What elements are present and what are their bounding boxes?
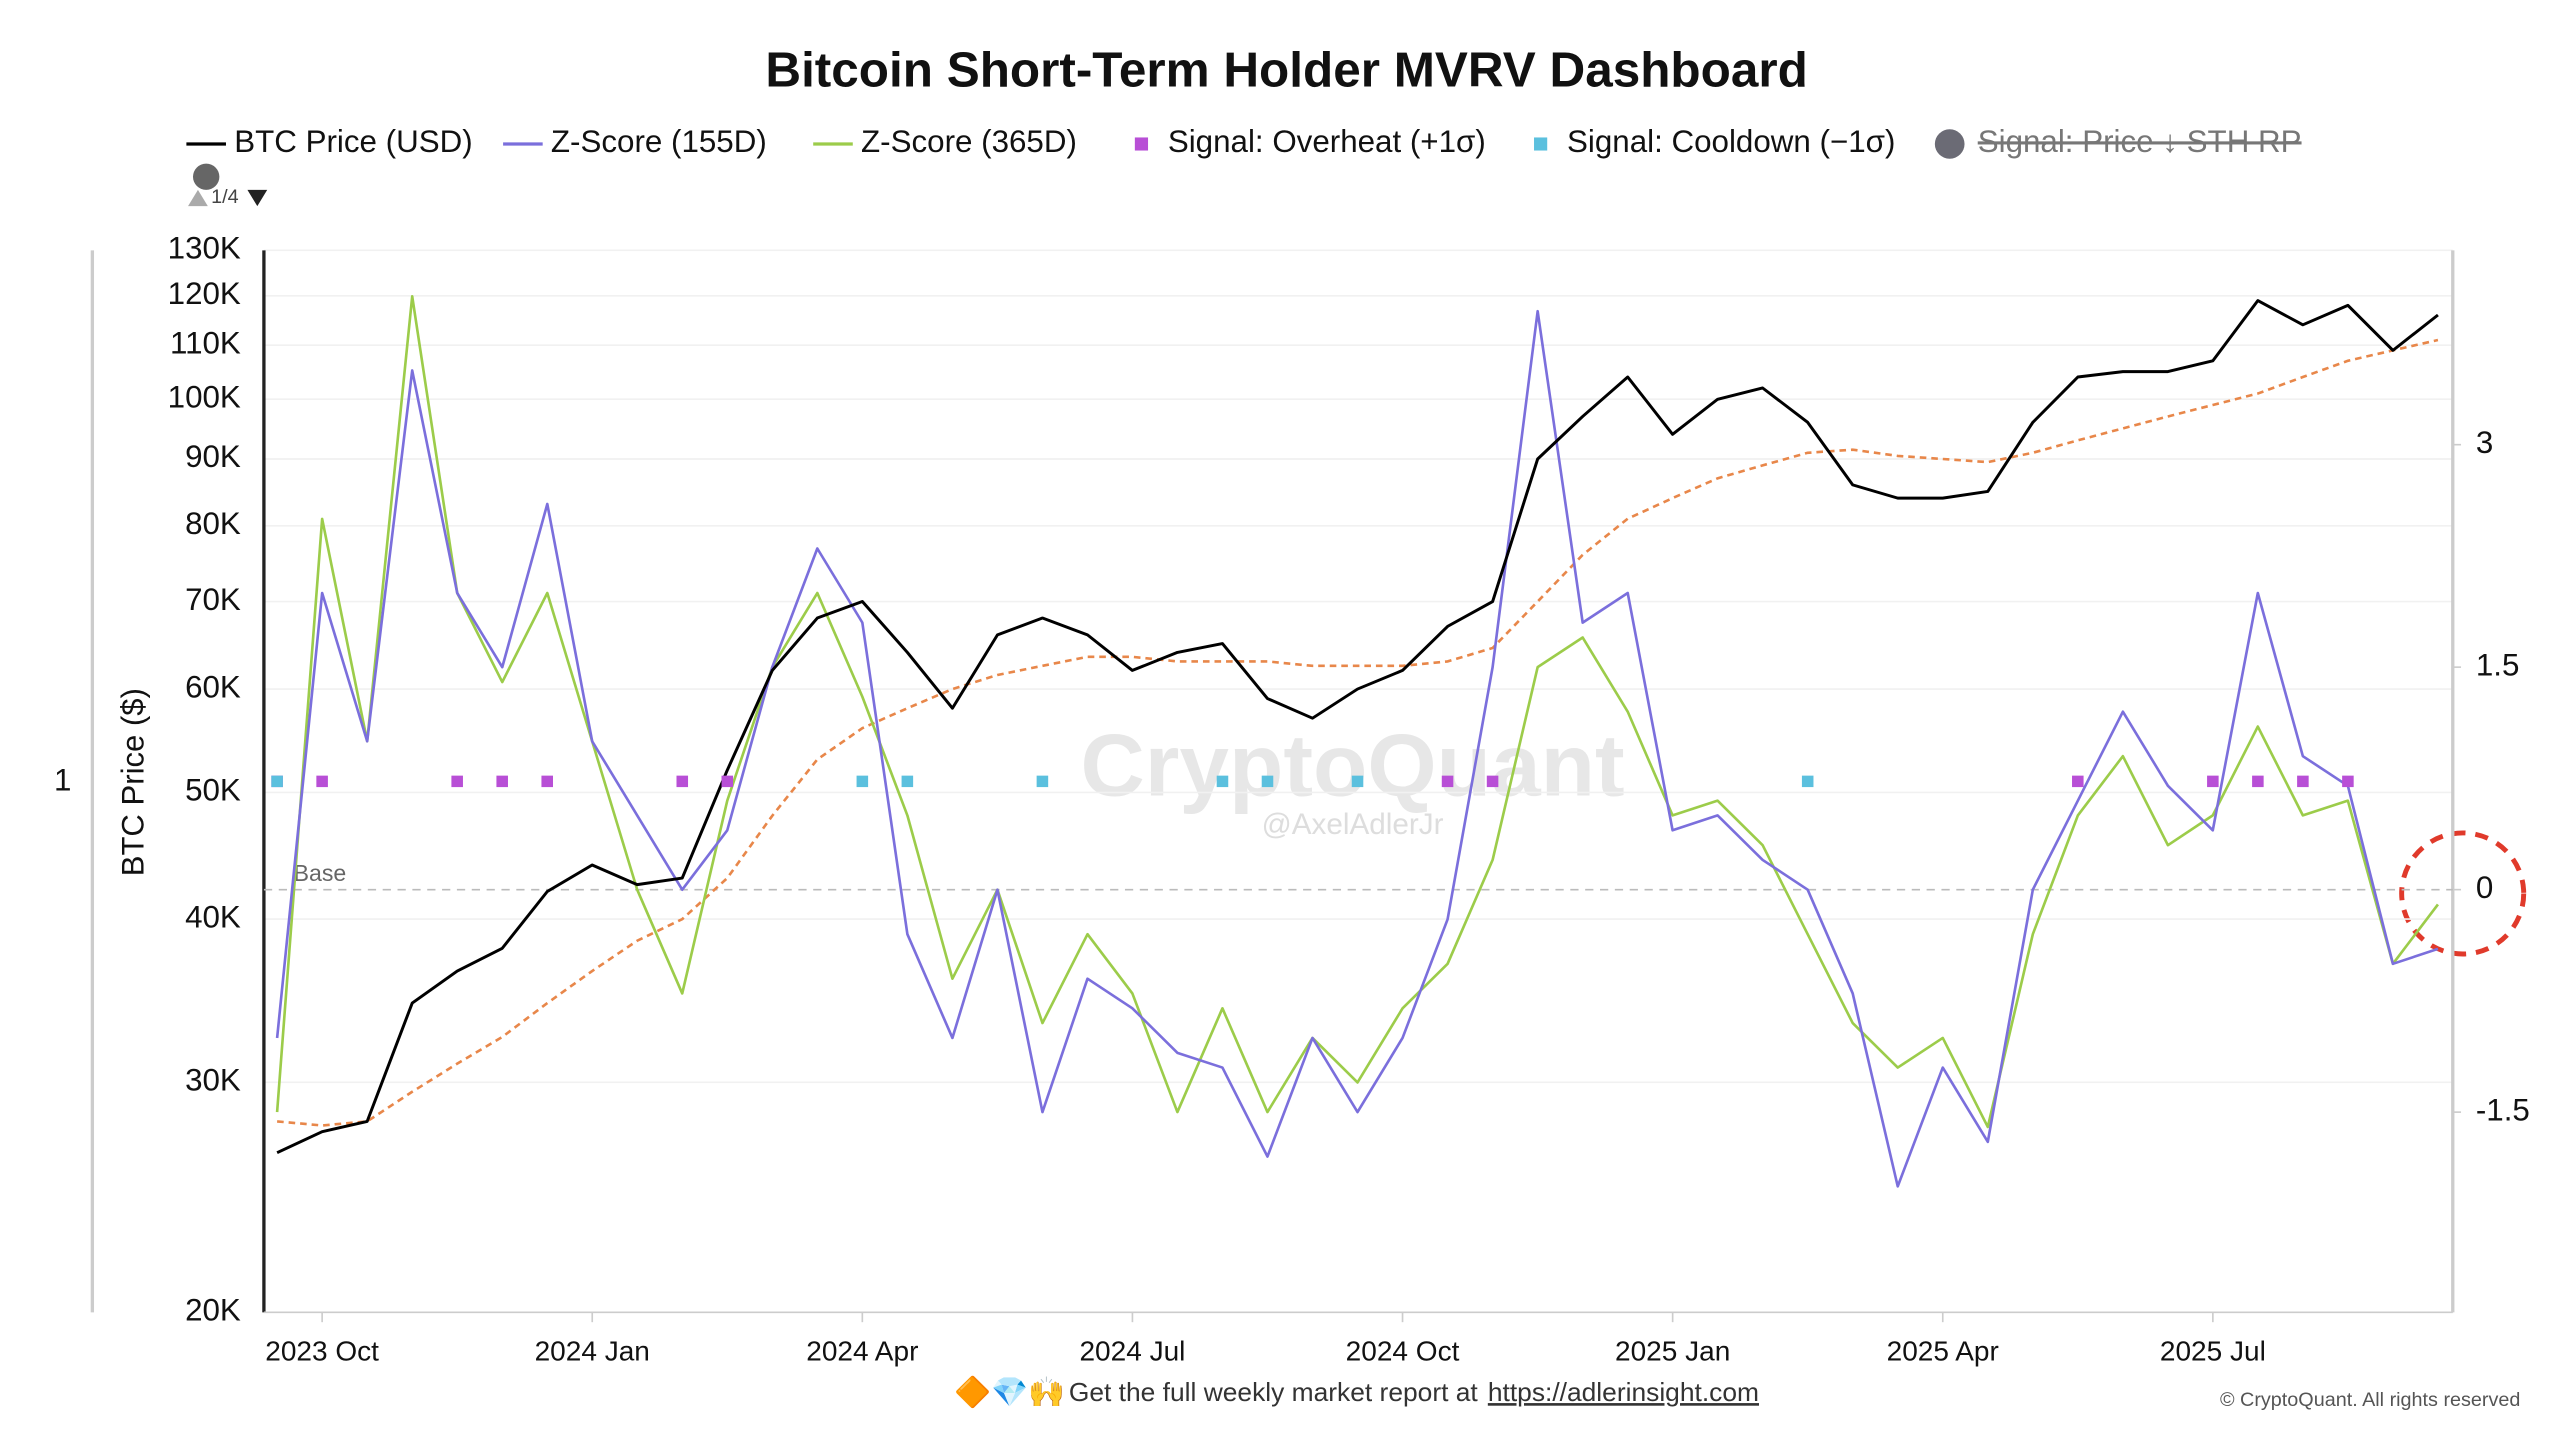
signal-marker: [2342, 775, 2354, 788]
y2-tick-label: 1.5: [2476, 647, 2520, 682]
series-line: [275, 295, 2439, 1129]
y-tick-label: 30K: [185, 1063, 241, 1098]
legend-label: Z-Score (155D): [551, 124, 767, 159]
base-label: Base: [294, 860, 347, 886]
signal-marker: [496, 775, 508, 788]
series-line: [275, 309, 2439, 1188]
y-tick-label: 100K: [168, 380, 241, 415]
y-tick-label: 110K: [170, 325, 241, 360]
page-prev[interactable]: [188, 189, 208, 207]
legend-label: BTC Price (USD): [234, 124, 472, 159]
signal-marker: [271, 775, 283, 788]
signal-marker: [316, 775, 328, 788]
signal-marker: [721, 775, 734, 788]
x-tick-label: 2025 Jan: [1615, 1336, 1730, 1367]
signal-marker: [901, 775, 914, 788]
x-tick-label: 2025 Apr: [1887, 1336, 1999, 1367]
sth-rp-line: [276, 338, 2439, 1127]
signal-marker: [2297, 775, 2309, 788]
signal-marker: [856, 775, 869, 788]
y2-tick-label: 3: [2476, 425, 2493, 460]
signal-marker: [1036, 775, 1049, 788]
left-label: 1: [54, 763, 71, 798]
watermark-handle: @AxelAdlerJr: [1262, 808, 1444, 841]
legend-swatch: [1934, 129, 1965, 159]
x-tick-label: 2024 Apr: [806, 1336, 918, 1367]
y2-tick-label: -1.5: [2476, 1092, 2530, 1127]
y-tick-label: 130K: [168, 231, 241, 266]
watermark: CryptoQuant: [1080, 716, 1624, 815]
legend-label: Signal: Overheat (+1σ): [1168, 124, 1486, 159]
page-dot: [192, 163, 220, 190]
legend-label: Signal: Cooldown (−1σ): [1567, 124, 1895, 159]
y-tick-label: 40K: [185, 899, 241, 934]
signal-marker: [1216, 775, 1229, 788]
signal-marker: [2252, 775, 2264, 788]
copyright: © CryptoQuant. All rights reserved: [2220, 1389, 2520, 1411]
y-tick-label: 80K: [185, 506, 241, 541]
page-indicator: 1/4: [211, 186, 239, 208]
x-tick-label: 2024 Oct: [1346, 1336, 1460, 1367]
legend-swatch: [1134, 137, 1149, 151]
y-axis-label: BTC Price ($): [115, 688, 150, 876]
y-tick-label: 60K: [185, 669, 241, 704]
signal-marker: [1441, 775, 1454, 788]
y-tick-label: 120K: [168, 276, 241, 311]
signal-marker: [1486, 775, 1499, 788]
chart-title: Bitcoin Short-Term Holder MVRV Dashboard: [765, 43, 1807, 98]
signal-marker: [2207, 775, 2219, 788]
signal-marker: [1351, 775, 1364, 788]
legend-swatch: [1534, 137, 1548, 151]
footer-text: Get the full weekly market report at: [1069, 1377, 1479, 1407]
signal-marker: [676, 775, 689, 788]
footer-emoji: 🔶💎🙌: [954, 1375, 1065, 1409]
legend-label: Z-Score (365D): [861, 124, 1077, 159]
y-tick-label: 50K: [185, 773, 241, 808]
signal-marker: [1261, 775, 1274, 788]
x-tick-label: 2023 Oct: [265, 1336, 379, 1367]
legend-label-hidden[interactable]: Signal: Price ↓ STH RP: [1978, 124, 2302, 159]
signal-marker: [541, 775, 553, 788]
signal-marker: [1801, 775, 1814, 788]
x-tick-label: 2025 Jul: [2160, 1336, 2266, 1367]
y2-tick-label: 0: [2476, 870, 2493, 905]
series-line: [276, 299, 2439, 1154]
footer-link[interactable]: https://adlerinsight.com: [1488, 1377, 1759, 1407]
y-tick-label: 90K: [185, 439, 241, 474]
page-next[interactable]: [247, 189, 268, 207]
y-tick-label: 20K: [185, 1293, 241, 1328]
y-tick-label: 70K: [185, 582, 241, 617]
signal-marker: [2072, 775, 2084, 788]
x-tick-label: 2024 Jul: [1079, 1336, 1185, 1367]
x-tick-label: 2024 Jan: [535, 1336, 650, 1367]
signal-marker: [451, 775, 463, 788]
highlight-circle: [2399, 830, 2527, 957]
